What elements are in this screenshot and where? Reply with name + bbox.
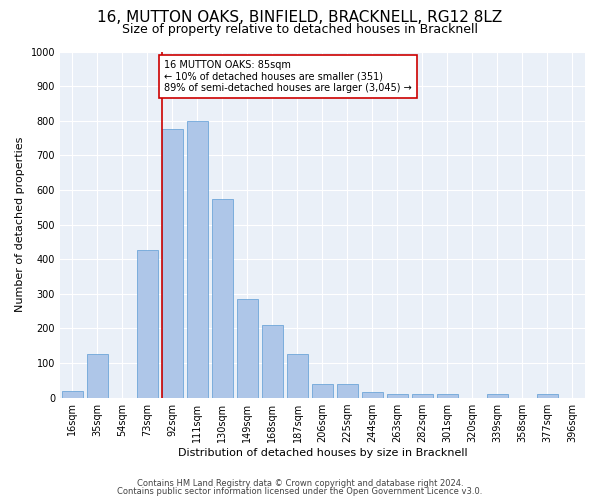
Bar <box>237 299 258 398</box>
Bar <box>537 394 558 398</box>
Bar <box>212 198 233 398</box>
Text: Contains public sector information licensed under the Open Government Licence v3: Contains public sector information licen… <box>118 487 482 496</box>
Bar <box>287 354 308 398</box>
Y-axis label: Number of detached properties: Number of detached properties <box>15 137 25 312</box>
Bar <box>87 354 108 398</box>
Text: Contains HM Land Registry data © Crown copyright and database right 2024.: Contains HM Land Registry data © Crown c… <box>137 478 463 488</box>
X-axis label: Distribution of detached houses by size in Bracknell: Distribution of detached houses by size … <box>178 448 467 458</box>
Bar <box>62 390 83 398</box>
Bar <box>162 130 183 398</box>
Bar <box>387 394 408 398</box>
Bar <box>137 250 158 398</box>
Bar <box>187 120 208 398</box>
Bar <box>412 394 433 398</box>
Text: 16 MUTTON OAKS: 85sqm
← 10% of detached houses are smaller (351)
89% of semi-det: 16 MUTTON OAKS: 85sqm ← 10% of detached … <box>164 60 412 94</box>
Bar <box>487 394 508 398</box>
Bar <box>437 394 458 398</box>
Bar <box>312 384 333 398</box>
Text: 16, MUTTON OAKS, BINFIELD, BRACKNELL, RG12 8LZ: 16, MUTTON OAKS, BINFIELD, BRACKNELL, RG… <box>97 10 503 25</box>
Text: Size of property relative to detached houses in Bracknell: Size of property relative to detached ho… <box>122 22 478 36</box>
Bar <box>362 392 383 398</box>
Bar <box>262 325 283 398</box>
Bar <box>337 384 358 398</box>
